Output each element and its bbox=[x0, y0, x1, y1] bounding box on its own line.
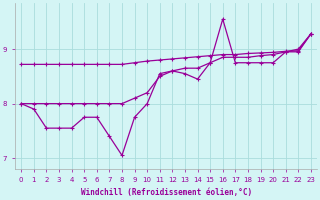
X-axis label: Windchill (Refroidissement éolien,°C): Windchill (Refroidissement éolien,°C) bbox=[81, 188, 252, 197]
